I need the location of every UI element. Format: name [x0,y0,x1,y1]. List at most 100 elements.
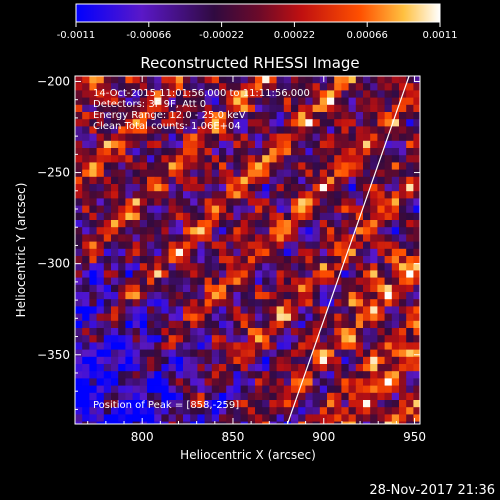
heatmap-pixel [168,241,177,250]
heatmap-pixel [219,313,227,322]
heatmap-pixel [103,148,112,156]
heatmap-pixel [96,349,105,358]
heatmap-pixel [255,335,263,343]
heatmap-pixel [255,212,263,221]
heatmap-pixel [377,112,385,120]
heatmap-pixel [111,270,119,278]
heatmap-pixel [240,90,249,98]
heatmap-pixel [384,234,393,242]
heatmap-pixel [96,104,105,113]
colorbar-tick-label: 0.00022 [274,30,315,41]
heatmap-pixel [247,299,256,307]
heatmap-pixel [377,371,385,379]
heatmap-pixel [370,90,378,98]
heatmap-pixel [139,220,148,228]
heatmap-pixel [319,299,328,307]
heatmap-pixel [89,299,97,307]
heatmap-pixel [197,313,205,322]
heatmap-pixel [147,126,155,134]
heatmap-pixel [291,241,299,250]
heatmap-pixel [75,126,83,134]
heatmap-pixel [82,292,90,300]
heatmap-pixel [211,392,220,401]
heatmap-pixel [132,241,141,250]
heatmap-pixel [384,270,393,278]
heatmap-pixel [255,292,263,300]
heatmap-pixel [255,407,263,415]
heatmap-pixel [103,133,112,142]
heatmap-pixel [161,83,169,91]
heatmap-pixel [125,320,133,329]
heatmap-pixel [276,133,285,142]
heatmap-pixel [341,335,349,343]
heatmap-pixel [211,335,220,343]
heatmap-pixel [355,162,364,170]
heatmap-pixel [255,140,263,149]
heatmap-pixel [348,83,357,91]
heatmap-pixel [334,90,342,98]
heatmap-pixel [399,126,407,134]
heatmap-pixel [319,356,328,365]
heatmap-pixel [269,198,277,206]
heatmap-pixel [211,270,220,278]
heatmap-pixel [305,119,313,127]
heatmap-pixel [103,400,112,408]
heatmap-pixel [319,306,328,314]
heatmap-pixel [370,133,378,142]
heatmap-pixel [291,119,299,127]
heatmap-pixel [377,220,385,228]
heatmap-pixel [190,176,198,185]
heatmap-pixel [247,90,256,98]
heatmap-pixel [327,371,335,379]
heatmap-pixel [370,205,378,214]
heatmap-pixel [103,299,112,307]
heatmap-pixel [168,169,177,178]
heatmap-pixel [370,320,378,329]
heatmap-pixel [298,299,306,307]
heatmap-pixel [154,270,162,278]
heatmap-pixel [255,112,263,120]
heatmap-pixel [89,220,97,228]
heatmap-pixel [370,184,378,192]
heatmap-pixel [283,392,292,401]
heatmap-pixel [334,392,342,401]
heatmap-pixel [89,126,97,134]
heatmap-pixel [341,320,349,329]
heatmap-pixel [247,306,256,314]
heatmap-pixel [298,148,306,156]
heatmap-pixel [183,184,191,192]
heatmap-pixel [233,97,241,106]
heatmap-pixel [291,421,299,424]
heatmap-pixel [190,104,198,113]
heatmap-pixel [168,248,177,257]
heatmap-pixel [183,371,191,379]
heatmap-pixel [370,270,378,278]
heatmap-pixel [168,256,177,264]
heatmap-pixel [319,104,328,113]
heatmap-pixel [89,421,97,424]
heatmap-pixel [413,320,420,329]
heatmap-pixel [327,313,335,322]
heatmap-pixel [341,342,349,350]
heatmap-pixel [168,263,177,271]
heatmap-pixel [233,212,241,221]
heatmap-pixel [240,184,249,192]
heatmap-pixel [298,313,306,322]
heatmap-pixel [327,176,335,185]
heatmap-pixel [161,313,169,322]
heatmap-pixel [147,313,155,322]
heatmap-pixel [118,97,126,106]
heatmap-pixel [327,400,335,408]
heatmap-pixel [132,277,141,286]
heatmap-pixel [111,140,119,149]
heatmap-pixel [147,421,155,424]
heatmap-pixel [291,90,299,98]
heatmap-pixel [312,90,321,98]
heatmap-pixel [211,328,220,336]
colorbar-gradient [75,3,441,23]
heatmap-pixel [233,198,241,206]
heatmap-pixel [219,248,227,257]
heatmap-pixel [75,155,83,163]
heatmap-pixel [327,205,335,214]
heatmap-pixel [255,176,263,185]
